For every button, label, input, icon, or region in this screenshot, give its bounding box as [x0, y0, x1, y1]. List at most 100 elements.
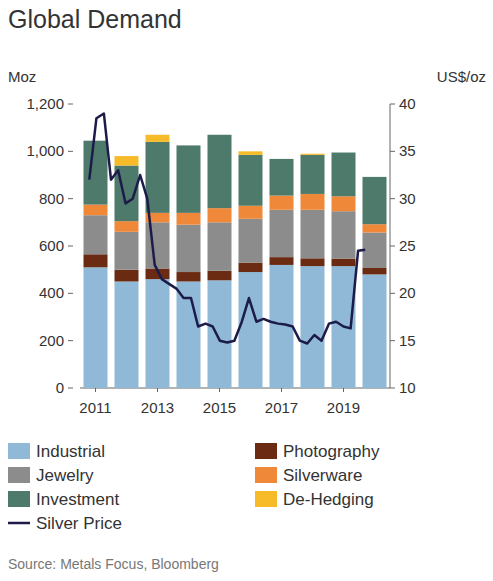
bar [115, 282, 139, 389]
bar [363, 268, 387, 274]
bar [301, 194, 325, 210]
legend-swatch [255, 467, 277, 483]
legend-swatch [255, 443, 277, 459]
y2-tick-label: 15 [399, 332, 416, 349]
y2-tick-label: 10 [399, 379, 416, 396]
legend-swatch [8, 491, 30, 507]
bar [270, 158, 294, 159]
legend-swatch [255, 491, 277, 507]
bar [301, 155, 325, 194]
x-tick [281, 388, 282, 392]
bar [301, 266, 325, 388]
y2-axis-label: US$/oz [437, 68, 486, 85]
bar [115, 221, 139, 232]
y2-tick [390, 388, 395, 389]
bar [239, 263, 263, 272]
bar [239, 151, 263, 155]
bar [208, 280, 232, 388]
bar [332, 153, 356, 197]
y-tick [68, 246, 73, 247]
bar [84, 205, 108, 216]
bar [332, 152, 356, 153]
y2-tick [390, 246, 395, 247]
x-tick [343, 388, 344, 392]
bar [301, 258, 325, 266]
y-tick-label: 1,200 [26, 95, 64, 112]
bar [208, 134, 232, 135]
bar [332, 196, 356, 211]
y-tick-label: 600 [39, 237, 64, 254]
legend: IndustrialPhotographyJewelrySilverwareIn… [8, 442, 380, 533]
y2-tick-label: 25 [399, 237, 416, 254]
title: Global Demand [8, 5, 182, 33]
x-tick [95, 388, 96, 392]
y2-tick [390, 104, 395, 105]
bar [270, 257, 294, 265]
bar [177, 145, 201, 212]
x-tick-label: 2017 [265, 399, 298, 416]
bar [239, 272, 263, 388]
y2-tick-label: 30 [399, 190, 416, 207]
y2-tick [390, 151, 395, 152]
bar [332, 259, 356, 267]
bar [146, 222, 170, 268]
y-tick-label: 800 [39, 190, 64, 207]
bar [239, 155, 263, 206]
bar [363, 224, 387, 232]
bar [115, 156, 139, 165]
y-tick [68, 388, 73, 389]
bar [208, 222, 232, 271]
bar [239, 206, 263, 219]
x-tick-label: 2019 [327, 399, 360, 416]
legend-label: Jewelry [36, 466, 94, 485]
source: Source: Metals Focus, Bloomberg [8, 556, 219, 572]
bar [270, 210, 294, 257]
legend-label: Silverware [283, 466, 362, 485]
y2-tick [390, 293, 395, 294]
bar [270, 196, 294, 210]
bar [177, 272, 201, 281]
bar [208, 208, 232, 222]
x-tick-label: 2011 [79, 399, 111, 416]
bar [115, 270, 139, 282]
bar [84, 140, 108, 141]
bar [84, 254, 108, 267]
y-axis-label: Moz [8, 68, 36, 85]
y-tick [68, 104, 73, 105]
bar [84, 215, 108, 254]
plot-marks [84, 113, 387, 388]
bar [239, 219, 263, 263]
y2-tick-label: 35 [399, 142, 416, 159]
bar [177, 225, 201, 272]
legend-label: Silver Price [36, 514, 122, 533]
y-tick-label: 200 [39, 332, 64, 349]
y2-tick-label: 40 [399, 95, 416, 112]
y2-tick [390, 198, 395, 199]
bar [301, 154, 325, 155]
bar [363, 233, 387, 269]
bar [270, 159, 294, 196]
bar [146, 135, 170, 142]
bar [84, 141, 108, 205]
legend-label: Industrial [36, 442, 105, 461]
y2-tick-label: 20 [399, 284, 416, 301]
y-tick [68, 151, 73, 152]
x-tick-label: 2013 [141, 399, 174, 416]
y-tick-label: 1,000 [26, 142, 64, 159]
bar [146, 142, 170, 213]
y-tick-label: 400 [39, 284, 64, 301]
bar [208, 135, 232, 208]
legend-label: Investment [36, 490, 119, 509]
bar [301, 210, 325, 259]
legend-label: De-Hedging [283, 490, 374, 509]
chart: Global DemandMozUS$/oz02004006008001,000… [0, 0, 493, 581]
price-line [89, 113, 365, 343]
bar [363, 274, 387, 388]
bar [115, 232, 139, 270]
x-tick [157, 388, 158, 392]
y2-tick [390, 340, 395, 341]
bar [84, 267, 108, 388]
x-tick [219, 388, 220, 392]
bar [177, 145, 201, 146]
bar [332, 211, 356, 258]
